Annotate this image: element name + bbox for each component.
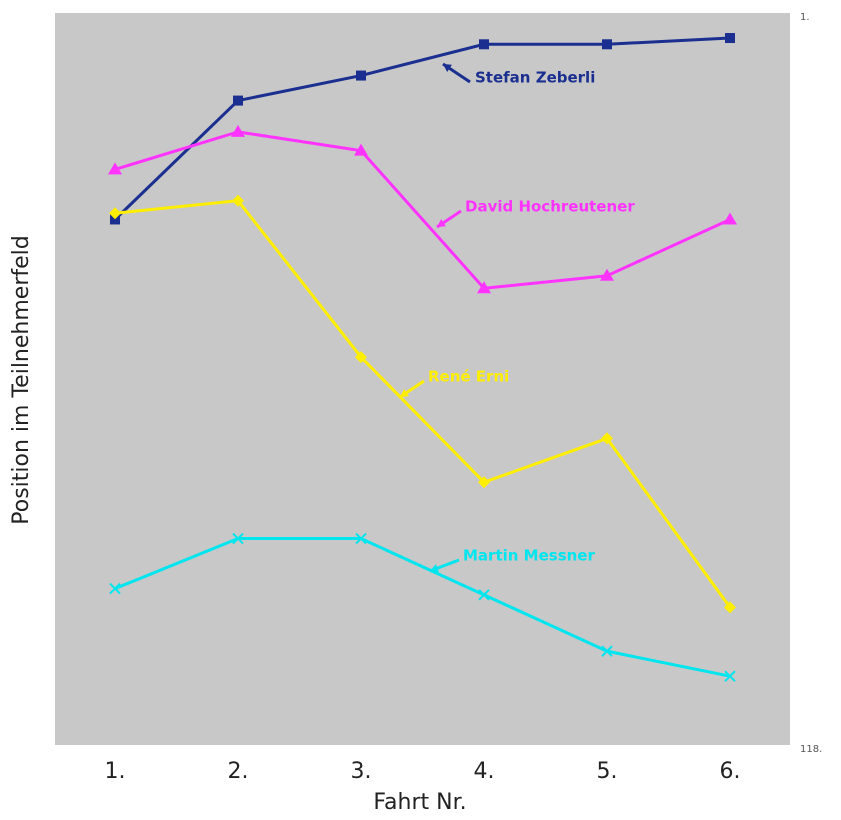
x-tick-label: 1. xyxy=(105,759,126,784)
marker xyxy=(725,33,735,44)
marker xyxy=(479,39,489,50)
marker xyxy=(601,645,613,657)
series-label: David Hochreutener xyxy=(465,198,635,216)
marker xyxy=(108,162,122,175)
marker xyxy=(602,39,612,50)
x-axis-label: Fahrt Nr. xyxy=(373,790,466,815)
x-tick-label: 2. xyxy=(228,759,249,784)
marker xyxy=(354,143,368,156)
marker xyxy=(232,532,244,545)
marker xyxy=(724,670,736,682)
series-line xyxy=(114,199,732,609)
y-tick-label: 118. xyxy=(800,744,822,755)
marker xyxy=(477,281,491,294)
plot-area xyxy=(55,13,790,745)
series-label: Stefan Zeberli xyxy=(475,69,595,87)
label-arrowhead xyxy=(437,219,446,227)
label-arrowhead xyxy=(430,564,439,573)
marker xyxy=(355,351,367,364)
marker xyxy=(109,207,121,220)
marker xyxy=(601,432,613,445)
series-label: René Erni xyxy=(428,368,509,386)
marker xyxy=(478,476,490,489)
label-arrowhead xyxy=(400,389,409,397)
y-tick-label: 1. xyxy=(800,12,810,23)
marker xyxy=(478,589,490,601)
series-line xyxy=(113,36,731,221)
series-line xyxy=(114,537,731,678)
y-axis-label: Position im Teilnehmerfeld xyxy=(9,235,34,524)
x-tick-label: 5. xyxy=(597,759,618,784)
series-line xyxy=(114,130,731,290)
marker xyxy=(109,582,121,595)
marker xyxy=(231,124,245,137)
marker xyxy=(355,532,367,545)
x-tick-label: 6. xyxy=(720,759,741,784)
marker xyxy=(356,70,366,81)
marker xyxy=(724,601,736,614)
marker xyxy=(233,95,243,106)
marker xyxy=(723,212,737,225)
x-tick-label: 3. xyxy=(351,759,372,784)
x-tick-label: 4. xyxy=(474,759,495,784)
marker xyxy=(232,194,244,207)
series-label: Martin Messner xyxy=(463,547,595,565)
marker xyxy=(600,268,614,281)
marker xyxy=(110,214,120,225)
label-arrowhead xyxy=(443,64,452,72)
